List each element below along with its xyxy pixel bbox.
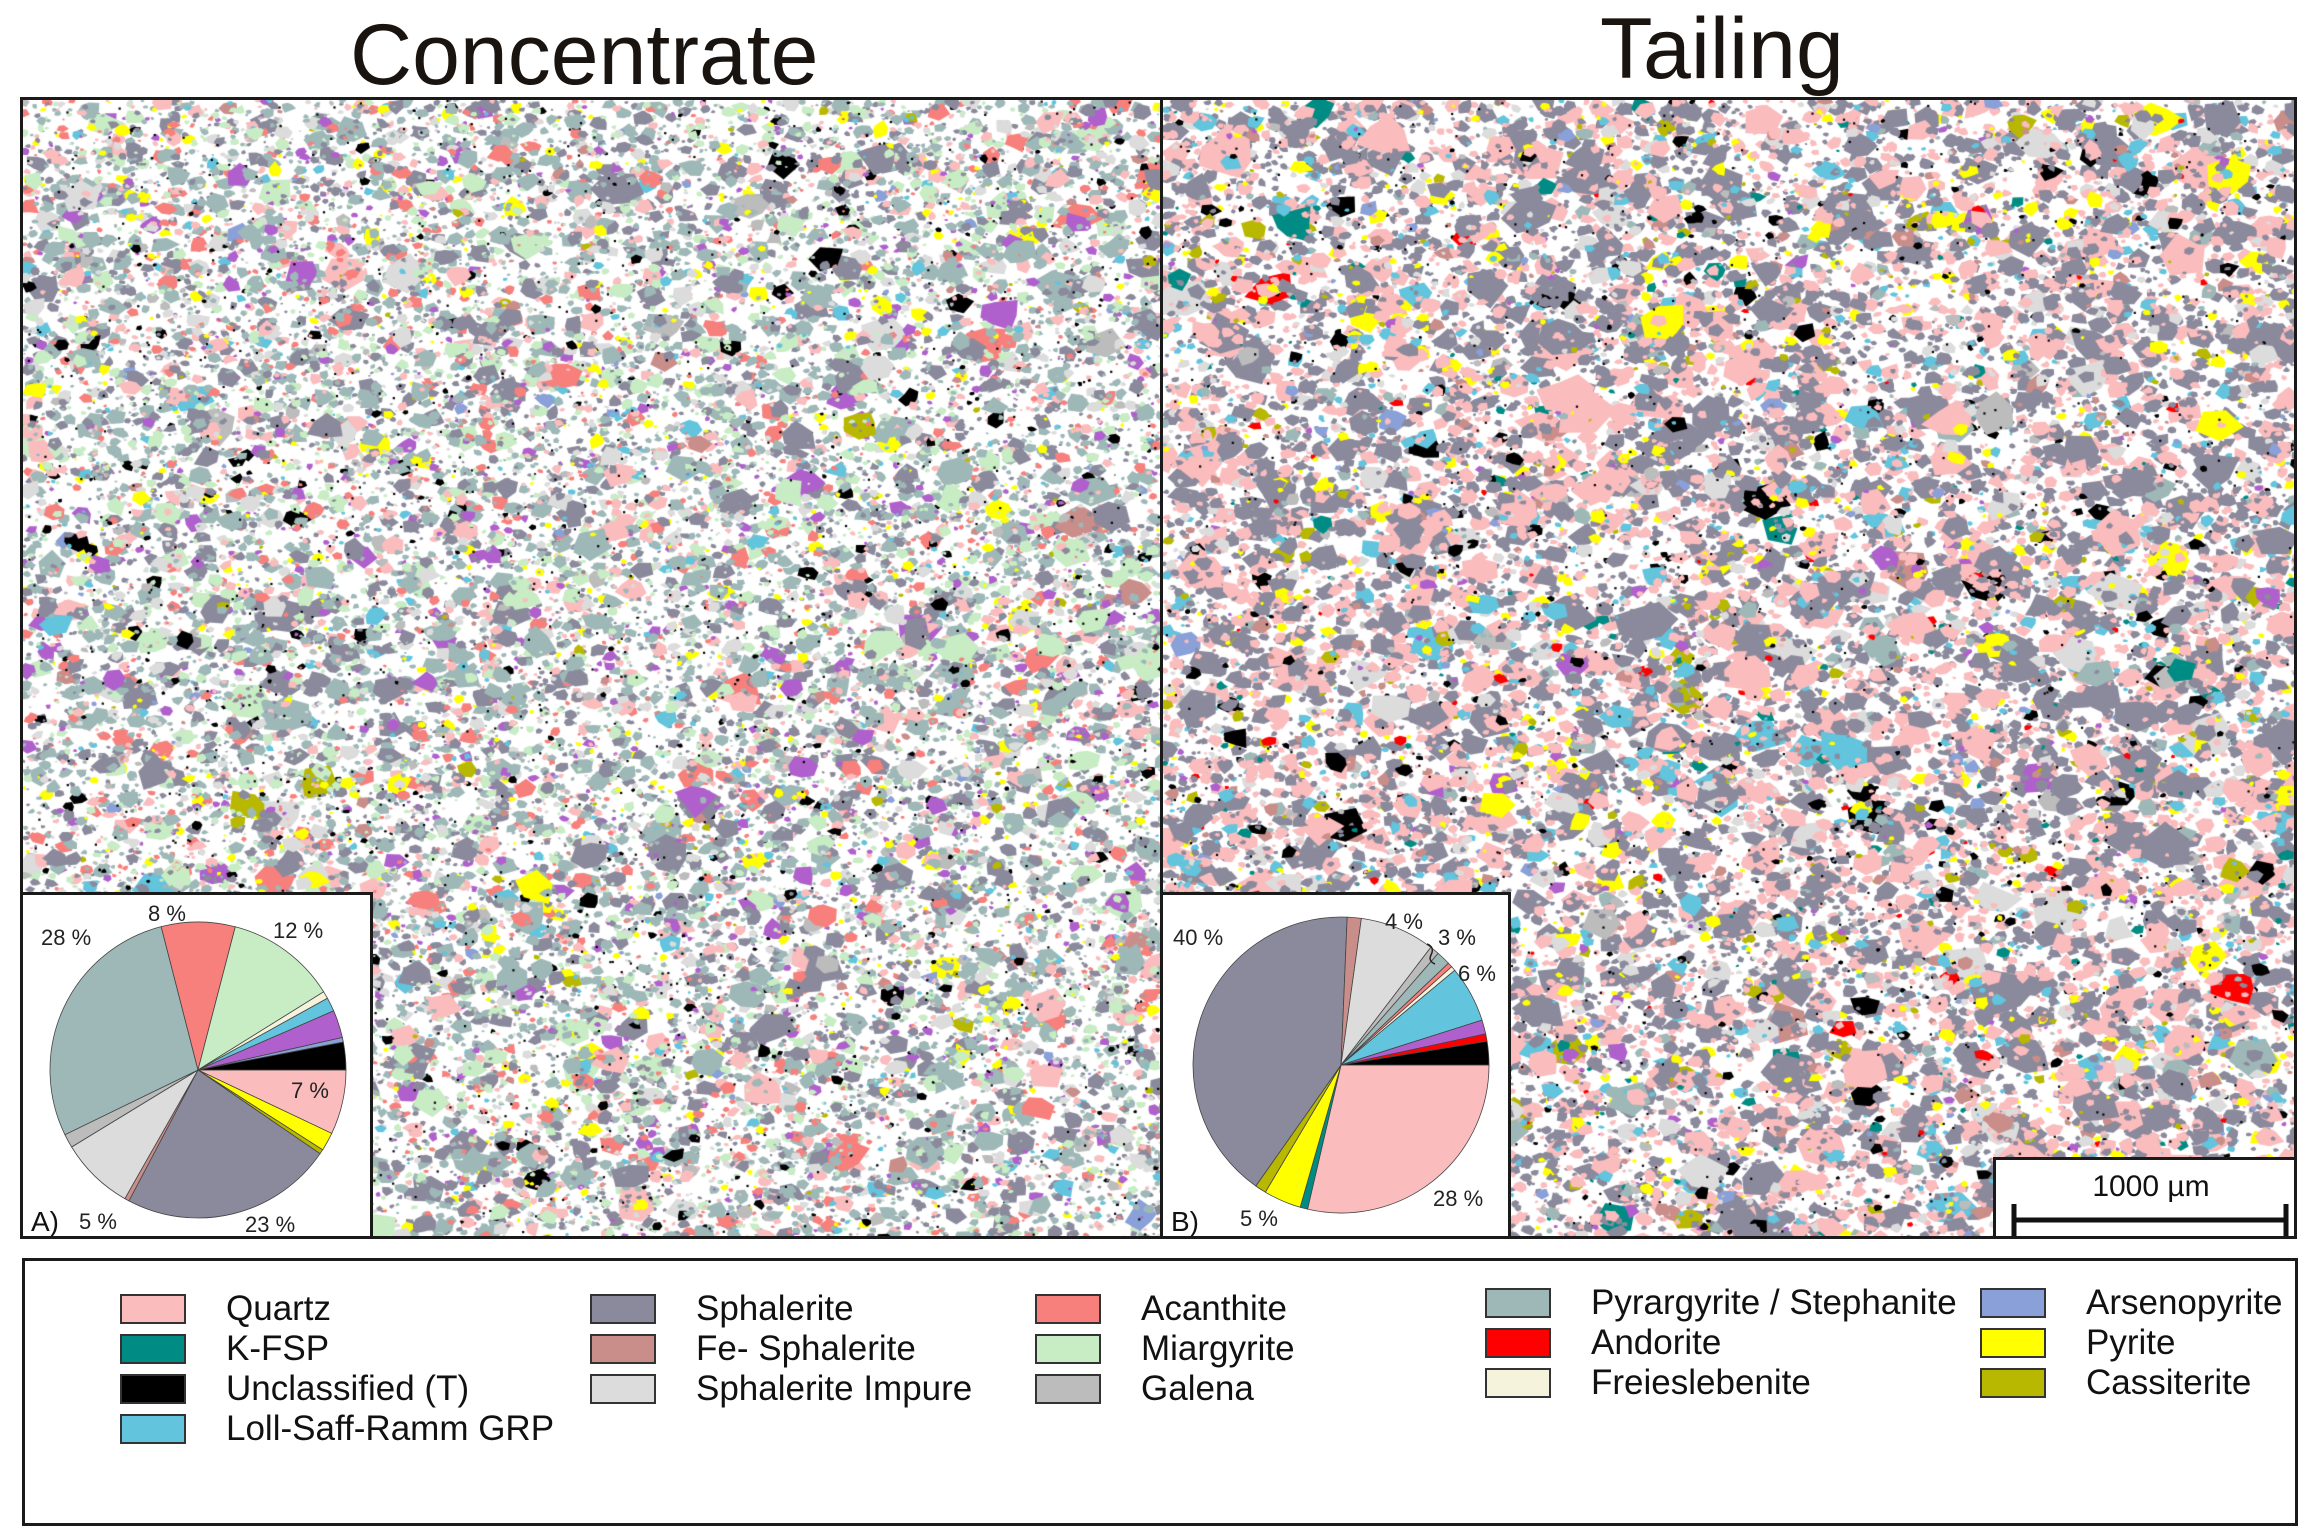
pie-percent-label: 12 % <box>273 918 323 943</box>
pie-percent-label: 28 % <box>1433 1186 1483 1211</box>
legend-label: Fe- Sphalerite <box>696 1329 916 1368</box>
pie-slice-sphalerite <box>1192 916 1348 1187</box>
legend-label: Pyrite <box>2086 1323 2176 1362</box>
legend-swatch <box>1485 1288 1551 1318</box>
legend-item-unclassified-t: Unclassified (T) <box>120 1369 469 1409</box>
legend-label: Arsenopyrite <box>2086 1283 2283 1322</box>
pie-percent-label: 8 % <box>148 901 186 926</box>
pie-percent-label: 40 % <box>1173 925 1223 950</box>
legend-swatch <box>120 1414 186 1444</box>
legend-item-miargyrite: Miargyrite <box>1035 1329 1295 1369</box>
legend-swatch <box>590 1334 656 1364</box>
legend-label: Quartz <box>226 1289 332 1328</box>
pie-percent-label: 23 % <box>245 1212 295 1237</box>
concentrate-pie-inset: 28 % 8 % 12 % 7 % 5 % 23 % A) <box>23 892 373 1237</box>
legend-item-galena: Galena <box>1035 1369 1254 1409</box>
legend-label: Acanthite <box>1141 1289 1287 1328</box>
legend-swatch <box>1980 1328 2046 1358</box>
concentrate-title: Concentrate <box>350 7 819 103</box>
legend-label: Unclassified (T) <box>226 1369 470 1408</box>
pie-percent-label: 6 % <box>1458 961 1496 986</box>
legend-swatch <box>1485 1368 1551 1398</box>
legend-label: Sphalerite <box>696 1289 854 1328</box>
legend-label: Andorite <box>1591 1323 1722 1362</box>
pie-percent-label: 5 % <box>79 1209 117 1234</box>
legend-swatch <box>1035 1334 1101 1364</box>
tailing-pie-inset: 40 % 4 % 3 % 6 % 28 % 5 % B) <box>1163 892 1511 1237</box>
legend-swatch <box>1980 1288 2046 1318</box>
legend-label: K-FSP <box>226 1329 330 1368</box>
legend-label: Miargyrite <box>1141 1329 1295 1368</box>
scale-bar-label: 1000 µm <box>2092 1170 2209 1203</box>
legend-item-sphalerite-impure: Sphalerite Impure <box>590 1369 972 1409</box>
legend-item-cassiterite: Cassiterite <box>1980 1363 2251 1403</box>
legend-item-k-fsp: K-FSP <box>120 1329 329 1369</box>
legend-swatch <box>120 1294 186 1324</box>
concentrate-pie-chart: 28 % 8 % 12 % 7 % 5 % 23 % A) <box>31 901 347 1237</box>
pie-panel-tag: A) <box>31 1206 59 1237</box>
legend-item-acanthite: Acanthite <box>1035 1289 1287 1329</box>
legend-label: Sphalerite Impure <box>696 1369 973 1408</box>
tailing-title: Tailing <box>1600 1 1844 97</box>
legend-swatch <box>1035 1374 1101 1404</box>
pie-percent-label: 3 % <box>1438 925 1476 950</box>
legend-item-freieslebenite: Freieslebenite <box>1485 1363 1811 1403</box>
legend-item-andorite: Andorite <box>1485 1323 1721 1363</box>
legend-item-arsenopyrite: Arsenopyrite <box>1980 1283 2282 1323</box>
legend-label: Loll-Saff-Ramm GRP <box>226 1409 555 1448</box>
pie-percent-label: 28 % <box>41 925 91 950</box>
pie-panel-tag: B) <box>1171 1206 1199 1237</box>
legend-item-fe-sphalerite: Fe- Sphalerite <box>590 1329 916 1369</box>
pie-percent-label: 7 % <box>291 1078 329 1103</box>
legend-label: Pyrargyrite / Stephanite <box>1591 1283 1957 1322</box>
legend-swatch <box>1485 1328 1551 1358</box>
pie-percent-label: 4 % <box>1385 909 1423 934</box>
pie-percent-label: 5 % <box>1240 1206 1278 1231</box>
legend-item-sphalerite: Sphalerite <box>590 1289 854 1329</box>
pie-slice-unclassified-t <box>1340 1040 1490 1066</box>
legend-swatch <box>590 1294 656 1324</box>
scale-bar: 1000 µm <box>1993 1157 2294 1236</box>
legend-label: Galena <box>1141 1369 1254 1408</box>
legend-item-pyrargyrite-stephanite: Pyrargyrite / Stephanite <box>1485 1283 1957 1323</box>
legend-item-quartz: Quartz <box>120 1289 331 1329</box>
legend-swatch <box>1035 1294 1101 1324</box>
pie-slice-unclassified-t <box>197 1041 347 1071</box>
pie-slice-miargyrite <box>197 926 325 1071</box>
legend-swatch <box>590 1374 656 1404</box>
legend-item-loll-saff-ramm-grp: Loll-Saff-Ramm GRP <box>120 1409 554 1449</box>
legend-item-pyrite: Pyrite <box>1980 1323 2175 1363</box>
legend-swatch <box>1980 1368 2046 1398</box>
pie-slice-pyrargyrite-stephanite <box>49 926 199 1136</box>
legend-label: Cassiterite <box>2086 1363 2252 1402</box>
legend-swatch <box>120 1334 186 1364</box>
legend-swatch <box>120 1374 186 1404</box>
pie-label-brace <box>1426 943 1436 965</box>
pie-slice-quartz <box>1307 1064 1490 1214</box>
tailing-map-panel: 40 % 4 % 3 % 6 % 28 % 5 % B) 1000 µm <box>1160 97 2297 1239</box>
mineral-legend: Quartz K-FSP Unclassified (T) Loll-Saff-Ram… <box>22 1258 2298 1526</box>
legend-label: Freieslebenite <box>1591 1363 1811 1402</box>
tailing-pie-chart: 40 % 4 % 3 % 6 % 28 % 5 % B) <box>1171 909 1496 1237</box>
concentrate-map-panel: 28 % 8 % 12 % 7 % 5 % 23 % A) <box>20 97 1166 1239</box>
pie-slice-sphalerite <box>128 1069 321 1219</box>
